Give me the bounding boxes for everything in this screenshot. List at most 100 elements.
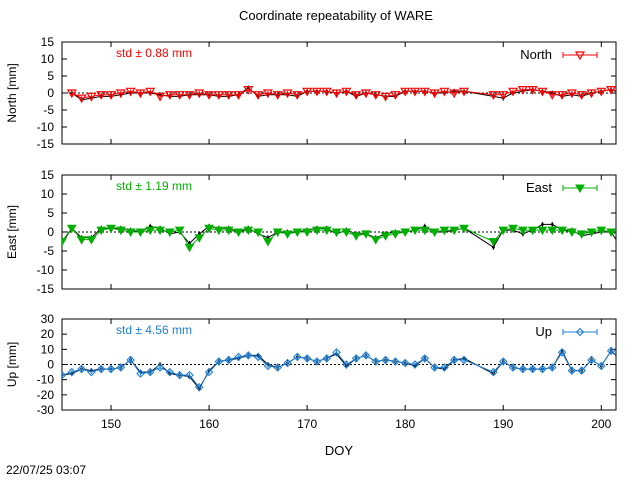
north-point bbox=[409, 87, 421, 97]
east-ytick-label: -15 bbox=[37, 282, 55, 296]
up-point bbox=[518, 364, 528, 374]
up-point bbox=[136, 369, 145, 378]
east-point bbox=[606, 228, 616, 238]
north-point bbox=[527, 86, 538, 95]
up-ytick-label: 0 bbox=[47, 358, 54, 372]
east-point bbox=[370, 236, 381, 245]
east-point bbox=[204, 224, 214, 234]
north-point bbox=[282, 89, 293, 99]
north-series-group bbox=[66, 85, 616, 104]
up-point bbox=[62, 370, 67, 380]
east-point bbox=[459, 224, 469, 234]
east-series-group bbox=[62, 221, 625, 253]
east-point bbox=[617, 233, 625, 240]
up-point bbox=[528, 364, 537, 374]
chart-title: Coordinate repeatability of WARE bbox=[239, 8, 433, 23]
up-point bbox=[606, 346, 616, 356]
panel-north: 15 10 5 0 -5 -10 -15 North [mm] std ± 0.88 mm Nor… bbox=[5, 35, 617, 151]
up-ytick-label: -10 bbox=[37, 373, 55, 387]
north-point bbox=[360, 89, 371, 99]
north-point bbox=[615, 87, 616, 88]
up-point bbox=[145, 367, 155, 377]
east-point bbox=[214, 226, 224, 236]
up-legend: Up bbox=[535, 324, 598, 339]
north-point bbox=[537, 87, 548, 97]
east-point bbox=[576, 230, 587, 239]
north-point bbox=[596, 87, 607, 97]
north-legend-marker bbox=[574, 51, 586, 61]
north-point bbox=[155, 92, 166, 102]
east-point bbox=[419, 226, 430, 236]
east-point bbox=[341, 228, 352, 238]
east-point bbox=[488, 238, 499, 247]
east-point bbox=[66, 224, 77, 234]
up-point bbox=[67, 367, 77, 377]
east-point bbox=[302, 228, 312, 238]
north-point bbox=[96, 91, 107, 100]
up-point bbox=[498, 357, 508, 366]
north-point bbox=[390, 91, 401, 100]
up-point bbox=[567, 366, 577, 375]
north-point bbox=[429, 89, 440, 99]
east-point bbox=[76, 236, 87, 245]
up-point bbox=[194, 382, 204, 392]
north-point bbox=[498, 91, 509, 100]
north-point bbox=[321, 87, 332, 97]
up-point bbox=[351, 354, 361, 363]
east-point bbox=[586, 228, 597, 238]
north-point bbox=[184, 91, 195, 100]
up-point bbox=[165, 367, 175, 377]
north-point bbox=[517, 86, 528, 95]
east-point bbox=[233, 228, 244, 238]
north-point bbox=[66, 89, 77, 99]
north-ytick-label: -10 bbox=[37, 120, 55, 134]
north-point bbox=[547, 91, 558, 100]
east-ytick-label: -10 bbox=[37, 263, 55, 277]
up-point bbox=[617, 355, 624, 362]
east-point bbox=[321, 226, 332, 236]
x-tick-label: 200 bbox=[591, 417, 611, 431]
east-point bbox=[125, 228, 136, 238]
north-point bbox=[194, 89, 205, 99]
north-ytick-label: 0 bbox=[47, 86, 54, 100]
up-point bbox=[106, 364, 116, 374]
east-black-point bbox=[541, 223, 544, 226]
up-point bbox=[547, 363, 557, 372]
up-ytick-label: 30 bbox=[41, 312, 55, 326]
up-series-group bbox=[62, 346, 624, 392]
east-point bbox=[537, 226, 548, 236]
up-point bbox=[126, 355, 135, 365]
up-point bbox=[253, 352, 263, 362]
up-point bbox=[175, 370, 184, 380]
east-point bbox=[174, 226, 185, 236]
east-point bbox=[106, 224, 116, 234]
up-ytick-label: 10 bbox=[41, 342, 55, 356]
east-point bbox=[527, 226, 538, 236]
east-point bbox=[439, 226, 450, 236]
east-point bbox=[449, 226, 460, 236]
timestamp: 22/07/25 03:07 bbox=[6, 463, 86, 477]
east-point bbox=[115, 226, 126, 236]
north-point bbox=[380, 92, 391, 102]
north-point bbox=[419, 87, 430, 97]
x-tick-label: 190 bbox=[493, 417, 513, 431]
x-tick-label: 180 bbox=[395, 417, 415, 431]
east-point bbox=[86, 236, 97, 245]
plot-panels: 15 10 5 0 -5 -10 -15 North [mm] std ± 0.88 mm Nor… bbox=[5, 35, 625, 458]
up-point bbox=[116, 363, 126, 372]
north-point bbox=[164, 91, 175, 100]
north-point bbox=[253, 91, 264, 100]
north-point bbox=[400, 87, 411, 97]
north-point bbox=[105, 91, 117, 100]
up-point bbox=[185, 370, 194, 380]
east-point bbox=[596, 226, 607, 236]
east-point bbox=[547, 226, 558, 236]
east-point bbox=[400, 228, 411, 238]
x-axis-label: DOY bbox=[325, 443, 354, 458]
up-point bbox=[577, 366, 586, 375]
east-point bbox=[380, 232, 391, 241]
up-point bbox=[538, 364, 547, 374]
east-point bbox=[567, 228, 577, 238]
east-point bbox=[135, 228, 146, 238]
north-std-label: std ± 0.88 mm bbox=[116, 46, 192, 60]
